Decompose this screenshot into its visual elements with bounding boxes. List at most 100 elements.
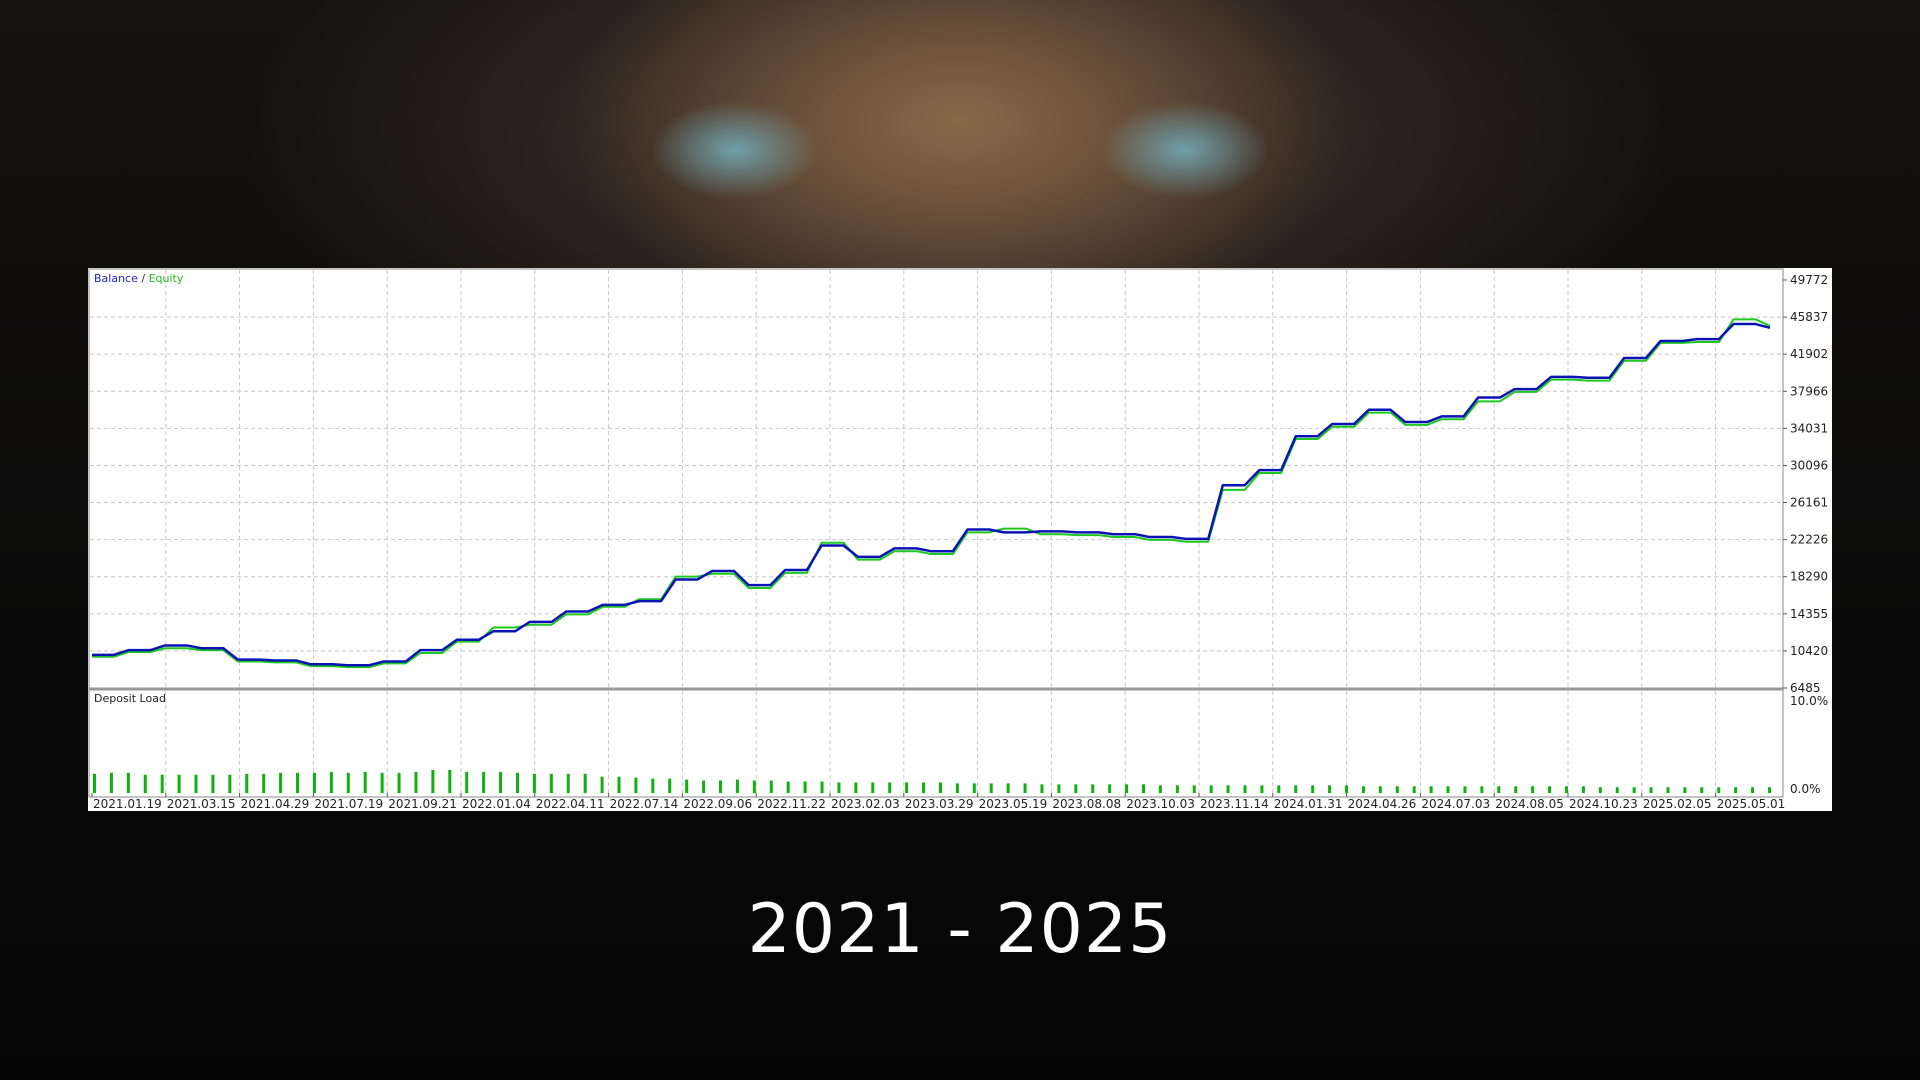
equity-line xyxy=(92,318,1771,669)
legend-balance: Balance xyxy=(94,272,138,285)
deposit-load-bar xyxy=(397,772,401,793)
deposit-load-bar xyxy=(702,780,706,793)
deposit-load-bar xyxy=(1023,783,1027,793)
x-tick-label: 2024.04.26 xyxy=(1348,797,1417,811)
main-plot-border xyxy=(88,268,1784,691)
x-tick-label: 2024.01.31 xyxy=(1274,797,1343,811)
deposit-load-bar xyxy=(245,773,249,793)
deposit-load-bar xyxy=(1311,785,1315,793)
y-tick-label: 41902 xyxy=(1790,347,1828,361)
y-tick-label: 14355 xyxy=(1790,607,1828,621)
deposit-load-bar xyxy=(735,779,739,793)
deposit-load-bar xyxy=(600,776,604,793)
deposit-load-bar xyxy=(634,777,638,793)
deposit-load-bar xyxy=(1141,784,1145,793)
deposit-plot-border xyxy=(88,689,1784,798)
deposit-load-bar xyxy=(888,782,892,793)
deposit-load-bar xyxy=(549,773,553,793)
deposit-load-bar xyxy=(1192,785,1196,793)
deposit-load-bar xyxy=(685,779,689,793)
deposit-load-bar xyxy=(414,771,418,793)
deposit-load-bar xyxy=(1649,787,1653,793)
deposit-load-bar xyxy=(820,781,824,793)
y-tick-label: 30096 xyxy=(1790,458,1828,472)
deposit-load-bar xyxy=(126,772,130,793)
deposit-load-bar xyxy=(786,781,790,793)
deposit-load-bar xyxy=(752,780,756,793)
deposit-load-bar xyxy=(905,782,909,793)
deposit-load-bar xyxy=(448,769,452,793)
chart-legend: Balance / Equity xyxy=(94,272,183,285)
x-tick-label: 2022.07.14 xyxy=(610,797,679,811)
deposit-load-bar xyxy=(482,771,486,793)
deposit-load-bar xyxy=(1226,785,1230,793)
deposit-load-bar xyxy=(1717,787,1721,793)
deposit-load-bar xyxy=(719,780,723,793)
deposit-load-bar xyxy=(1294,785,1298,793)
deposit-load-bar xyxy=(93,773,96,793)
deposit-load-bar xyxy=(1700,787,1704,793)
y-tick-label: 34031 xyxy=(1790,421,1828,435)
deposit-load-bar xyxy=(1412,786,1416,793)
deposit-load-bar xyxy=(566,773,570,793)
y-tick-label: 18290 xyxy=(1790,570,1828,584)
deposit-load-bar xyxy=(1598,787,1602,793)
deposit-load-bar xyxy=(1531,786,1535,793)
x-tick-label: 2021.07.19 xyxy=(314,797,383,811)
x-tick-label: 2024.10.23 xyxy=(1569,797,1638,811)
deposit-load-bar xyxy=(1091,784,1095,793)
deposit-load-bar xyxy=(1040,784,1044,793)
deposit-load-bar xyxy=(1395,786,1399,793)
deposit-load-bar xyxy=(228,774,232,793)
deposit-load-bar xyxy=(380,772,384,793)
deposit-load-bar xyxy=(296,772,300,793)
deposit-load-bar xyxy=(1175,785,1179,793)
deposit-load-bar xyxy=(617,776,621,793)
x-tick-label: 2021.09.21 xyxy=(388,797,457,811)
deposit-load-bar xyxy=(1158,785,1162,793)
x-tick-label: 2023.03.29 xyxy=(905,797,974,811)
deposit-load-bar xyxy=(143,774,147,793)
deposit-load-bar xyxy=(194,774,198,793)
deposit-load-bar xyxy=(955,783,959,793)
deposit-load-bar xyxy=(1480,786,1484,793)
deposit-load-bar xyxy=(854,782,858,793)
deposit-load-bar xyxy=(499,771,503,793)
deposit-load-bar xyxy=(922,782,926,793)
deposit-load-bar xyxy=(1581,786,1585,793)
deposit-load-bar xyxy=(1006,783,1010,793)
deposit-load-bar xyxy=(989,783,993,793)
deposit-load-bar xyxy=(363,771,367,793)
deposit-load-bar xyxy=(1209,785,1213,793)
deposit-load-bar xyxy=(1108,784,1112,793)
deposit-load-bar xyxy=(972,783,976,793)
deposit-y-label: 0.0% xyxy=(1790,782,1821,796)
deposit-load-bar xyxy=(1463,786,1467,793)
x-tick-label: 2023.10.03 xyxy=(1126,797,1195,811)
deposit-load-bar xyxy=(1361,786,1365,793)
y-tick-label: 10420 xyxy=(1790,644,1828,658)
deposit-y-label: 10.0% xyxy=(1790,694,1828,708)
y-tick-label: 26161 xyxy=(1790,496,1828,510)
y-tick-label: 49772 xyxy=(1790,273,1828,287)
deposit-load-bar xyxy=(651,778,655,793)
x-tick-label: 2025.05.01 xyxy=(1717,797,1786,811)
deposit-load-bar xyxy=(329,771,333,793)
deposit-load-bar xyxy=(1497,786,1501,793)
x-tick-label: 2023.11.14 xyxy=(1200,797,1269,811)
deposit-load-bar xyxy=(668,778,672,793)
y-tick-label: 22226 xyxy=(1790,533,1828,547)
deposit-load-bar xyxy=(1074,784,1078,793)
x-tick-label: 2023.05.19 xyxy=(979,797,1048,811)
x-tick-label: 2024.07.03 xyxy=(1421,797,1490,811)
deposit-load-bar xyxy=(515,772,519,793)
deposit-load-bar xyxy=(938,782,942,793)
deposit-load-bar xyxy=(262,773,266,793)
deposit-load-bar xyxy=(1429,786,1433,793)
deposit-load-bar xyxy=(177,774,181,793)
deposit-load-bar xyxy=(1666,787,1670,793)
deposit-load-bar xyxy=(279,772,283,793)
x-tick-label: 2022.01.04 xyxy=(462,797,531,811)
deposit-load-bar xyxy=(312,772,316,793)
deposit-load-bar xyxy=(1768,787,1771,793)
